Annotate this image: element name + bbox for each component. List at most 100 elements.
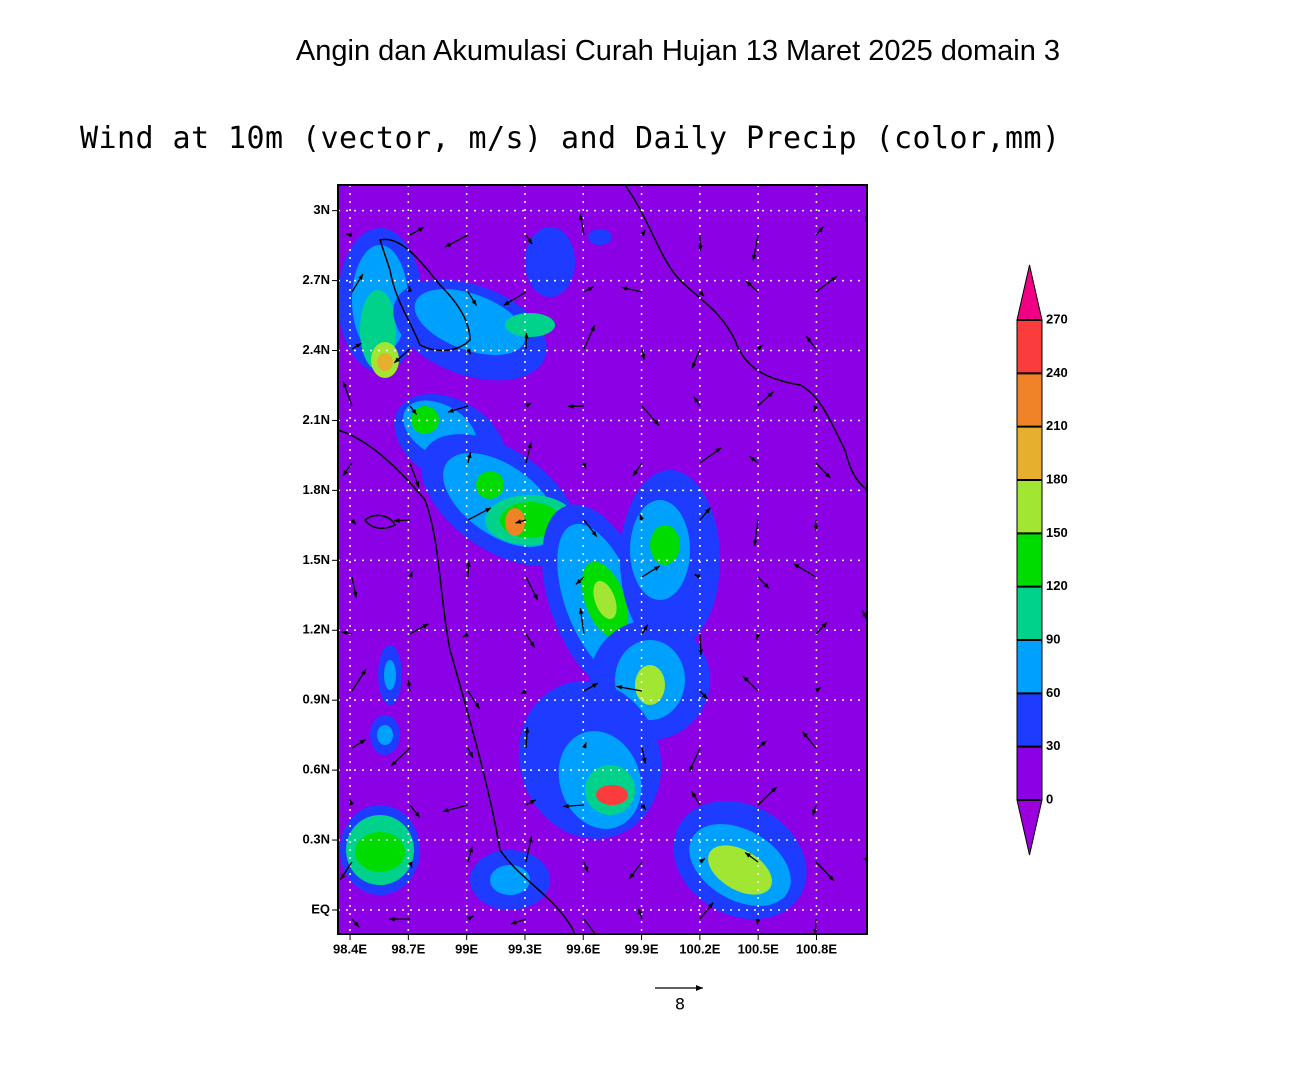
wind-arrow-head — [641, 757, 647, 764]
wind-arrow — [874, 503, 886, 520]
precip-patch — [414, 289, 526, 355]
colorbar-segment — [1016, 692, 1043, 748]
wind-arrow-head — [524, 727, 530, 733]
wind-arrow-head — [524, 333, 529, 339]
wind-arrow-head — [411, 408, 417, 415]
wind-arrow-head — [462, 632, 469, 637]
precip-patch — [650, 525, 680, 565]
colorbar-segment — [1016, 319, 1043, 374]
wind-arrow-head — [527, 238, 533, 245]
wind-arrow-head — [642, 624, 648, 631]
wind-arrow-head — [582, 742, 587, 749]
wind-arrow-head — [575, 578, 582, 585]
wind-arrow-head — [698, 649, 704, 655]
wind-arrow-head — [802, 731, 808, 738]
wind-arrow-head — [352, 591, 358, 598]
y-tick-label: 2.1N — [303, 412, 330, 427]
wind-arrow-head — [640, 353, 646, 360]
precip-patch — [505, 508, 525, 536]
reference-vector-head — [696, 985, 703, 991]
wind-arrow-head — [745, 852, 751, 858]
wind-arrow-head — [406, 680, 412, 686]
y-tick-label: 2.7N — [303, 272, 330, 287]
wind-arrow-head — [771, 786, 777, 793]
wind-arrow-head — [694, 574, 701, 579]
wind-arrow-head — [525, 403, 532, 408]
wind-arrow-head — [828, 875, 835, 881]
wind-arrow-head — [394, 357, 400, 363]
wind-arrow-head — [874, 820, 879, 826]
wind-arrow-head — [389, 916, 395, 922]
wind-arrow-head — [563, 803, 569, 809]
wind-arrow-head — [591, 530, 597, 537]
wind-arrow-head — [468, 846, 473, 853]
wind-arrow-head — [471, 299, 477, 306]
wind-arrow-head — [638, 908, 643, 915]
colorbar-segment — [1016, 372, 1043, 428]
wind-arrow-head — [418, 227, 425, 232]
colorbar-segment — [1016, 746, 1043, 801]
wind-arrow-head — [760, 740, 767, 747]
wind-arrow-head — [821, 622, 827, 628]
precip-patch — [588, 229, 612, 245]
wind-arrow-head — [414, 811, 420, 818]
wind-arrow-head — [812, 809, 817, 816]
colorbar-label: 90 — [1046, 631, 1060, 646]
colorbar-segment — [1016, 639, 1043, 694]
y-tick-label: 1.2N — [303, 622, 330, 637]
wind-arrow-head — [342, 381, 348, 388]
wind-arrow-head — [755, 919, 761, 925]
colorbar-label: 120 — [1046, 578, 1068, 593]
colorbar-segment — [1016, 586, 1043, 641]
wind-arrow-head — [341, 630, 348, 636]
y-tick-label: 0.9N — [303, 692, 330, 707]
precip-patch — [411, 406, 439, 434]
x-tick-label: 100.2E — [679, 941, 721, 956]
colorbar-segment — [1016, 426, 1043, 481]
wind-arrow-head — [813, 929, 818, 934]
precip-patch — [384, 660, 396, 690]
y-tick-label: 0.6N — [303, 762, 330, 777]
wind-arrow-head — [467, 916, 474, 921]
wind-arrow-head — [407, 861, 413, 868]
y-tick-label: 1.5N — [303, 552, 330, 567]
wind-arrow-head — [568, 403, 574, 409]
colorbar-label: 30 — [1046, 738, 1060, 753]
wind-arrow-head — [640, 803, 646, 810]
colorbar-label: 270 — [1046, 311, 1068, 326]
wind-arrow-head — [813, 525, 819, 531]
colorbar-label: 150 — [1046, 525, 1068, 540]
wind-arrow-head — [813, 405, 819, 412]
wind-arrow-head — [503, 300, 510, 306]
wind-arrow-head — [756, 345, 763, 351]
wind-arrow-head — [510, 920, 517, 925]
colorbar: 0 30 60 90 120 150 180 210 240 270 — [1016, 264, 1068, 856]
precip-patch — [596, 785, 628, 805]
x-tick-label: 99E — [455, 941, 478, 956]
precip-patch — [355, 832, 405, 872]
wind-arrow-head — [691, 362, 697, 369]
wind-arrow-head — [755, 633, 761, 640]
wind-arrow-head — [592, 683, 598, 688]
wind-arrow-head — [528, 836, 533, 843]
y-tick-label: 1.8N — [303, 482, 330, 497]
wind-arrow-head — [355, 343, 362, 349]
wind-arrow-head — [697, 245, 703, 251]
wind-arrow-head — [752, 539, 758, 546]
wind-arrow-head — [704, 507, 711, 514]
precip-patch — [708, 845, 772, 895]
wind-arrow-head — [632, 470, 638, 477]
wind-arrow-head — [529, 799, 536, 805]
wind-arrow — [868, 461, 874, 463]
x-tick-label: 99.6E — [566, 941, 600, 956]
colorbar-segment — [1016, 532, 1043, 588]
colorbar-over — [1016, 264, 1043, 321]
wind-arrow-head — [414, 481, 420, 488]
wind-arrow-head — [873, 416, 878, 422]
precip-patch — [593, 580, 617, 620]
wind-arrow-head — [466, 561, 471, 567]
wind-arrow-head — [485, 507, 491, 513]
y-tick-label: 0.3N — [303, 831, 330, 846]
wind-arrow-head — [346, 232, 352, 238]
wind-arrow-head — [353, 921, 360, 928]
